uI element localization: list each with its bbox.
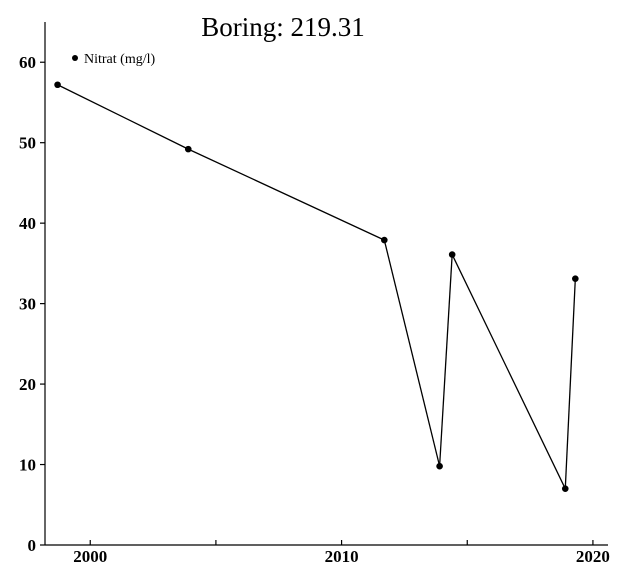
x-tick-label: 2020 xyxy=(576,547,610,566)
series-line-segment xyxy=(564,278,576,489)
legend-label: Nitrat (mg/l) xyxy=(84,52,155,67)
chart-title: Boring: 219.31 xyxy=(201,12,365,42)
data-point xyxy=(381,236,388,244)
y-tick-label: 0 xyxy=(28,536,37,555)
y-tick-label: 30 xyxy=(19,295,36,314)
data-point xyxy=(184,145,192,153)
y-ticks: 0 10 20 30 40 50 60 xyxy=(19,53,45,555)
y-tick-label: 60 xyxy=(19,53,36,72)
legend: Nitrat (mg/l) xyxy=(72,52,155,67)
series-line-segment xyxy=(383,239,441,467)
y-tick-label: 50 xyxy=(19,134,36,153)
legend-marker xyxy=(72,55,78,61)
data-point xyxy=(54,81,61,89)
series-line-segment xyxy=(438,254,453,467)
x-ticks: 2000 2010 2020 xyxy=(73,540,610,566)
series-line-segment xyxy=(57,84,189,150)
data-point xyxy=(436,462,443,470)
series-line-segment xyxy=(187,148,385,241)
data-point xyxy=(561,485,569,492)
series-lines xyxy=(57,84,576,489)
y-tick-label: 40 xyxy=(19,214,36,233)
data-point xyxy=(572,275,579,282)
data-point xyxy=(448,251,456,258)
series-points xyxy=(54,81,579,492)
x-tick-label: 2010 xyxy=(325,547,359,566)
x-tick-label: 2000 xyxy=(73,547,107,566)
series-line-segment xyxy=(451,254,566,489)
y-tick-label: 20 xyxy=(19,375,36,394)
y-tick-label: 10 xyxy=(19,456,36,475)
